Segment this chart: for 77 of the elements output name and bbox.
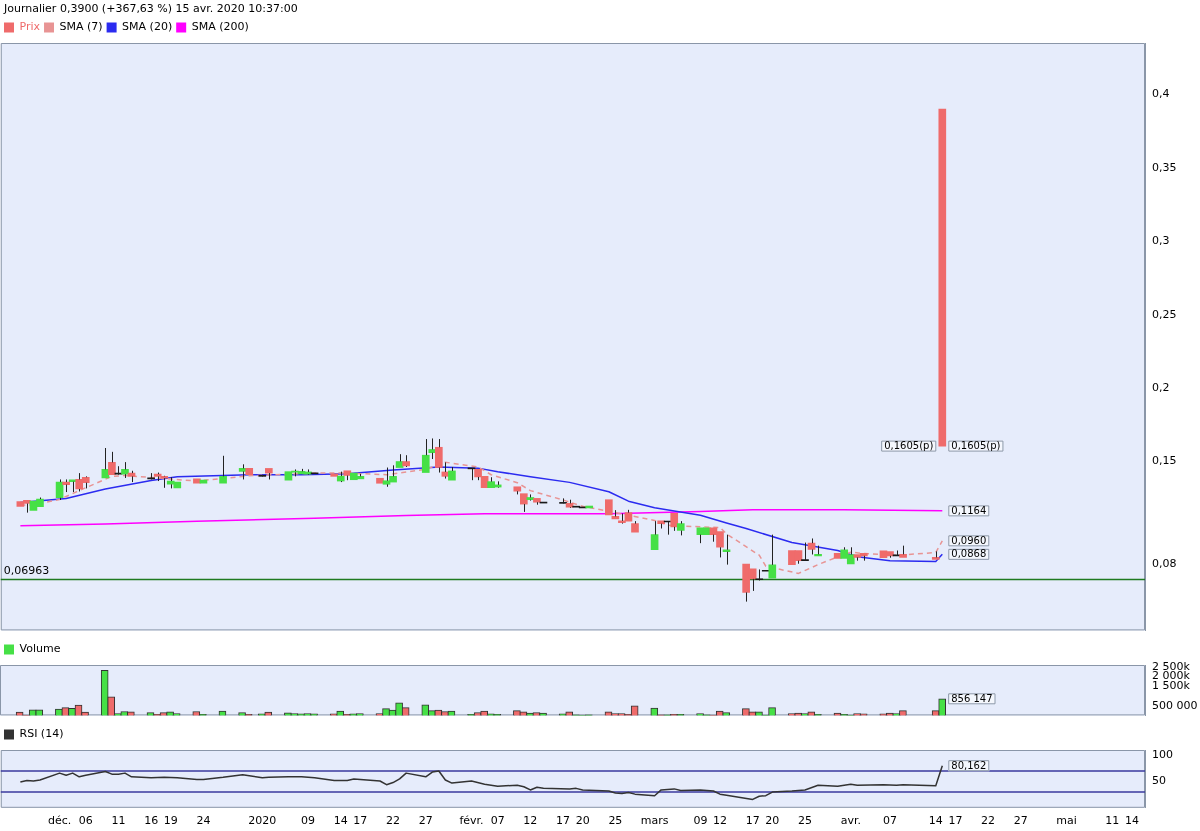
x-tick-label: 12: [523, 814, 538, 828]
candlestick: [448, 466, 456, 481]
x-tick-label: 20: [765, 814, 780, 828]
legend-label: Volume: [19, 642, 61, 656]
x-tick-label: 07: [490, 814, 505, 828]
candlestick: [650, 520, 659, 551]
y-tick-label: 50: [1152, 774, 1166, 788]
y-tick-label: 1 500k: [1152, 679, 1191, 693]
x-tick-label: 25: [608, 814, 623, 828]
legend-label: SMA (200): [191, 20, 249, 34]
annotation: 0,0868: [951, 548, 987, 560]
x-tick-label: 09: [693, 814, 708, 828]
x-tick-label: 22: [981, 814, 996, 828]
y-tick-label: 0,15: [1152, 454, 1177, 468]
x-tick-label: 11: [1105, 814, 1120, 828]
x-tick-label: 2020: [248, 814, 277, 828]
y-tick-label: 0,2: [1152, 380, 1170, 394]
x-tick-label: 14: [1124, 814, 1139, 828]
y-tick-label: 100: [1152, 748, 1173, 762]
y-tick-label: 0,35: [1152, 160, 1177, 174]
candlestick: [676, 520, 685, 536]
x-tick-label: 22: [386, 814, 401, 828]
annotation: 0,0960: [951, 534, 987, 546]
x-tick-label: 09: [301, 814, 316, 828]
ref-line-label: 0,06963: [3, 563, 50, 577]
x-tick-label: 17: [745, 814, 760, 828]
candlestick: [62, 478, 70, 493]
y-tick-label: 0,08: [1152, 557, 1177, 571]
x-tick-label: 27: [1013, 814, 1028, 828]
candlestick: [343, 470, 352, 481]
x-tick-label: 24: [196, 814, 211, 828]
legend-label: SMA (7): [59, 20, 103, 34]
x-tick-label: mars: [640, 814, 669, 828]
x-tick-label: 12: [712, 814, 727, 828]
x-tick-label: 19: [163, 814, 178, 828]
candlestick: [559, 497, 567, 504]
x-tick-label: 14: [333, 814, 348, 828]
candlestick: [265, 468, 273, 480]
candlestick: [219, 455, 227, 484]
candlestick: [435, 438, 443, 474]
x-tick-label: 14: [928, 814, 943, 828]
candlestick: [931, 550, 940, 560]
x-tick-label: 06: [78, 814, 93, 828]
candlestick: [258, 474, 267, 477]
candlestick: [807, 537, 816, 555]
annotation: 0,1605(p): [884, 440, 934, 452]
x-tick-label: 17: [353, 814, 368, 828]
annotation: 856 147: [951, 692, 993, 704]
x-tick-label: 25: [797, 814, 812, 828]
x-tick-label: févr.: [459, 814, 484, 828]
y-tick-label: 500 000: [1152, 698, 1198, 712]
x-tick-label: 20: [575, 814, 590, 828]
x-tick-label: déc.: [47, 814, 72, 828]
x-tick-label: 17: [556, 814, 571, 828]
candlestick: [127, 470, 136, 483]
annotation: 0,1164: [951, 504, 987, 516]
legend-label: Prix: [19, 20, 41, 34]
candlestick: [428, 437, 437, 460]
x-tick-label: 07: [883, 814, 897, 828]
x-tick-label: 27: [418, 814, 433, 828]
annotation: 0,1605(p): [951, 440, 1001, 452]
x-tick-label: 17: [948, 814, 963, 828]
x-tick-label: 11: [111, 814, 126, 828]
x-tick-label: avr.: [840, 814, 861, 828]
legend-label: SMA (20): [122, 20, 173, 34]
y-tick-label: 0,25: [1152, 307, 1177, 321]
candlestick: [402, 454, 410, 467]
chart-title: Journalier 0,3900 (+367,63 %) 15 avr. 2020 10:37:00: [4, 2, 298, 15]
candlestick: [631, 520, 639, 533]
candlestick: [801, 542, 809, 562]
y-tick-label: 0,3: [1152, 234, 1170, 248]
x-tick-label: mai: [1056, 814, 1077, 828]
legend-label: RSI (14): [19, 727, 64, 741]
annotation: 80,162: [951, 759, 987, 771]
x-tick-label: 16: [144, 814, 159, 828]
candlestick: [722, 534, 731, 566]
y-tick-label: 0,4: [1152, 87, 1170, 101]
